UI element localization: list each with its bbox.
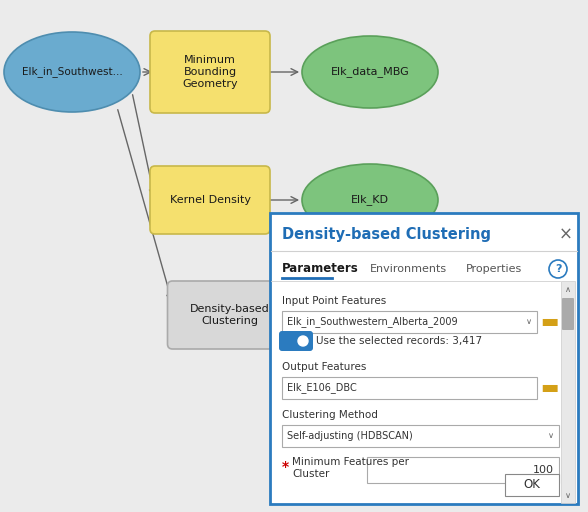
FancyBboxPatch shape: [367, 457, 559, 483]
Text: ?: ?: [554, 264, 562, 274]
Text: Minimum
Bounding
Geometry: Minimum Bounding Geometry: [182, 55, 238, 89]
Text: Environments: Environments: [370, 264, 447, 274]
Text: ▬: ▬: [540, 378, 558, 397]
Text: *: *: [282, 460, 289, 474]
FancyBboxPatch shape: [561, 281, 575, 503]
FancyBboxPatch shape: [282, 425, 559, 447]
Text: OK: OK: [523, 479, 540, 492]
Text: Elk_in_Southwest...: Elk_in_Southwest...: [22, 67, 122, 77]
Text: ∧: ∧: [565, 285, 571, 293]
Text: ×: ×: [559, 226, 573, 244]
FancyBboxPatch shape: [270, 213, 578, 504]
Text: Elk_in_Southwestern_Alberta_2009: Elk_in_Southwestern_Alberta_2009: [287, 316, 457, 328]
Text: ∨: ∨: [526, 317, 532, 327]
Text: 100: 100: [533, 465, 554, 475]
Circle shape: [298, 336, 308, 346]
Ellipse shape: [4, 32, 140, 112]
FancyBboxPatch shape: [150, 31, 270, 113]
Text: Self-adjusting (HDBSCAN): Self-adjusting (HDBSCAN): [287, 431, 413, 441]
Text: Output Features: Output Features: [282, 362, 366, 372]
Text: Elk_data_MBG: Elk_data_MBG: [330, 67, 409, 77]
FancyBboxPatch shape: [150, 166, 270, 234]
Text: Cluster: Cluster: [292, 469, 329, 479]
Circle shape: [549, 260, 567, 278]
Text: Minimum Features per: Minimum Features per: [292, 457, 409, 467]
FancyBboxPatch shape: [282, 377, 537, 399]
Ellipse shape: [302, 36, 438, 108]
FancyBboxPatch shape: [505, 474, 559, 496]
Text: ∨: ∨: [565, 492, 571, 501]
FancyBboxPatch shape: [562, 298, 574, 330]
FancyBboxPatch shape: [168, 281, 292, 349]
Text: Kernel Density: Kernel Density: [169, 195, 250, 205]
Ellipse shape: [302, 164, 438, 236]
Text: Properties: Properties: [466, 264, 522, 274]
Text: Parameters: Parameters: [282, 263, 359, 275]
Text: ∨: ∨: [548, 432, 554, 440]
Text: Density-based Clustering: Density-based Clustering: [282, 227, 491, 243]
FancyBboxPatch shape: [279, 331, 313, 351]
Text: Clustering Method: Clustering Method: [282, 410, 378, 420]
Text: Input Point Features: Input Point Features: [282, 296, 386, 306]
Text: Use the selected records: 3,417: Use the selected records: 3,417: [316, 336, 482, 346]
Text: ▬: ▬: [540, 312, 558, 331]
FancyBboxPatch shape: [282, 311, 537, 333]
Text: Density-based
Clustering: Density-based Clustering: [190, 304, 270, 326]
Text: Elk_E106_DBC: Elk_E106_DBC: [287, 382, 357, 393]
Text: Elk_KD: Elk_KD: [351, 195, 389, 205]
